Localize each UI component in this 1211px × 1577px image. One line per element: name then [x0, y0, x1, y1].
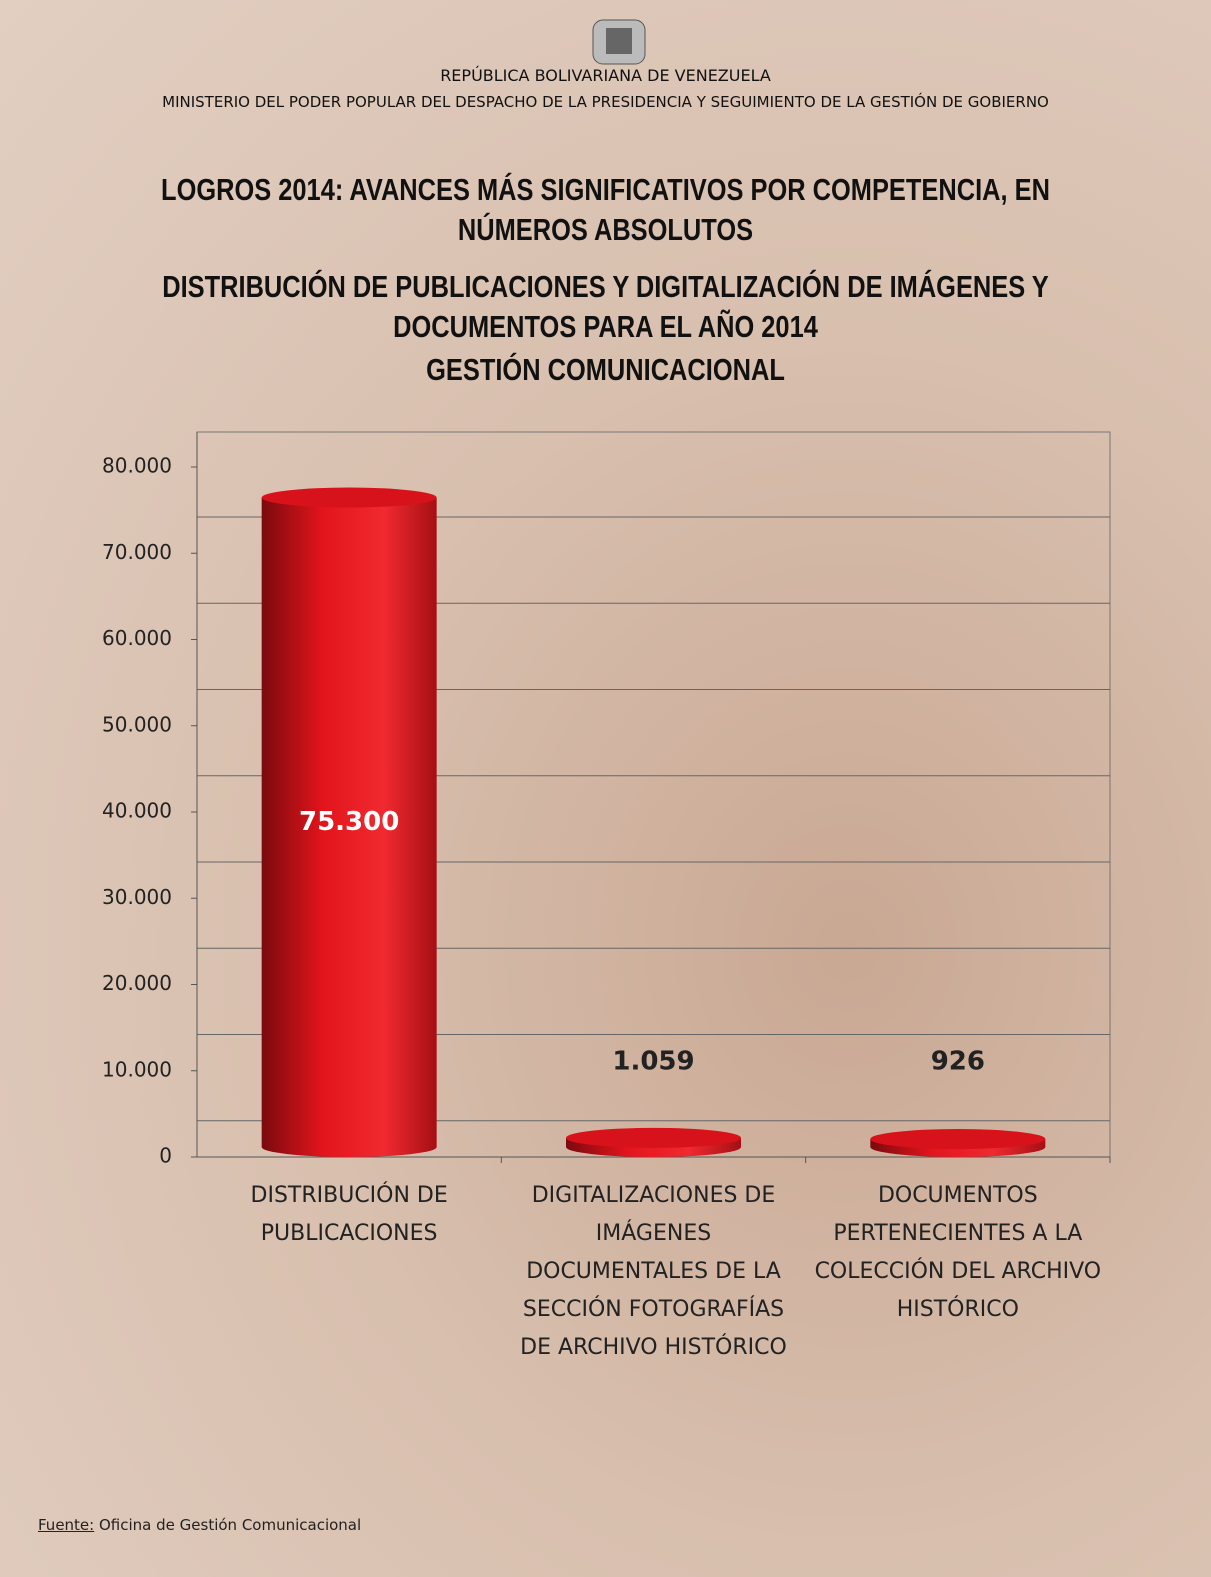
- source-label: Fuente:: [38, 1516, 95, 1534]
- bar: [261, 497, 437, 1148]
- y-tick-label: 70.000: [102, 540, 172, 564]
- y-tick-label: 60.000: [102, 626, 172, 650]
- value-label: 1.059: [612, 1047, 694, 1077]
- country: REPÚBLICA BOLIVARIANA DE VENEZUELA: [440, 66, 771, 85]
- y-tick-label: 80.000: [102, 454, 172, 478]
- y-tick-label: 20.000: [102, 971, 172, 995]
- y-tick-label: 10.000: [102, 1057, 172, 1081]
- bar-base: [261, 1137, 437, 1157]
- x-tick-label: DIGITALIZACIONES DE IMÁGENES DOCUMENTALE…: [520, 1183, 787, 1360]
- source: Fuente: Oficina de Gestión Comunicaciona…: [38, 1516, 361, 1534]
- y-tick-label: 0: [159, 1144, 172, 1168]
- y-tick-label: 30.000: [102, 885, 172, 909]
- x-tick-label: DISTRIBUCIÓN DE PUBLICACIONES: [250, 1183, 448, 1246]
- x-tick-label: DOCUMENTOS PERTENECIENTES A LA COLECCIÓN…: [814, 1183, 1102, 1322]
- value-label: 926: [931, 1047, 985, 1077]
- emblem: [592, 19, 646, 65]
- source-text: Oficina de Gestión Comunicacional: [99, 1516, 362, 1534]
- bar-cap: [870, 1129, 1046, 1150]
- ministry: MINISTERIO DEL PODER POPULAR DEL DESPACH…: [162, 93, 1049, 111]
- bar-cap: [566, 1127, 741, 1148]
- chart-subtitle: DISTRIBUCIÓN DE PUBLICACIONES Y DIGITALI…: [162, 269, 1049, 344]
- y-tick-label: 50.000: [102, 712, 172, 736]
- bar-cap: [261, 487, 437, 508]
- y-tick-label: 40.000: [102, 799, 172, 823]
- chart-subtitle-2: GESTIÓN COMUNICACIONAL: [426, 352, 785, 387]
- chart-title: LOGROS 2014: AVANCES MÁS SIGNIFICATIVOS …: [161, 172, 1050, 247]
- value-label: 75.300: [299, 807, 399, 837]
